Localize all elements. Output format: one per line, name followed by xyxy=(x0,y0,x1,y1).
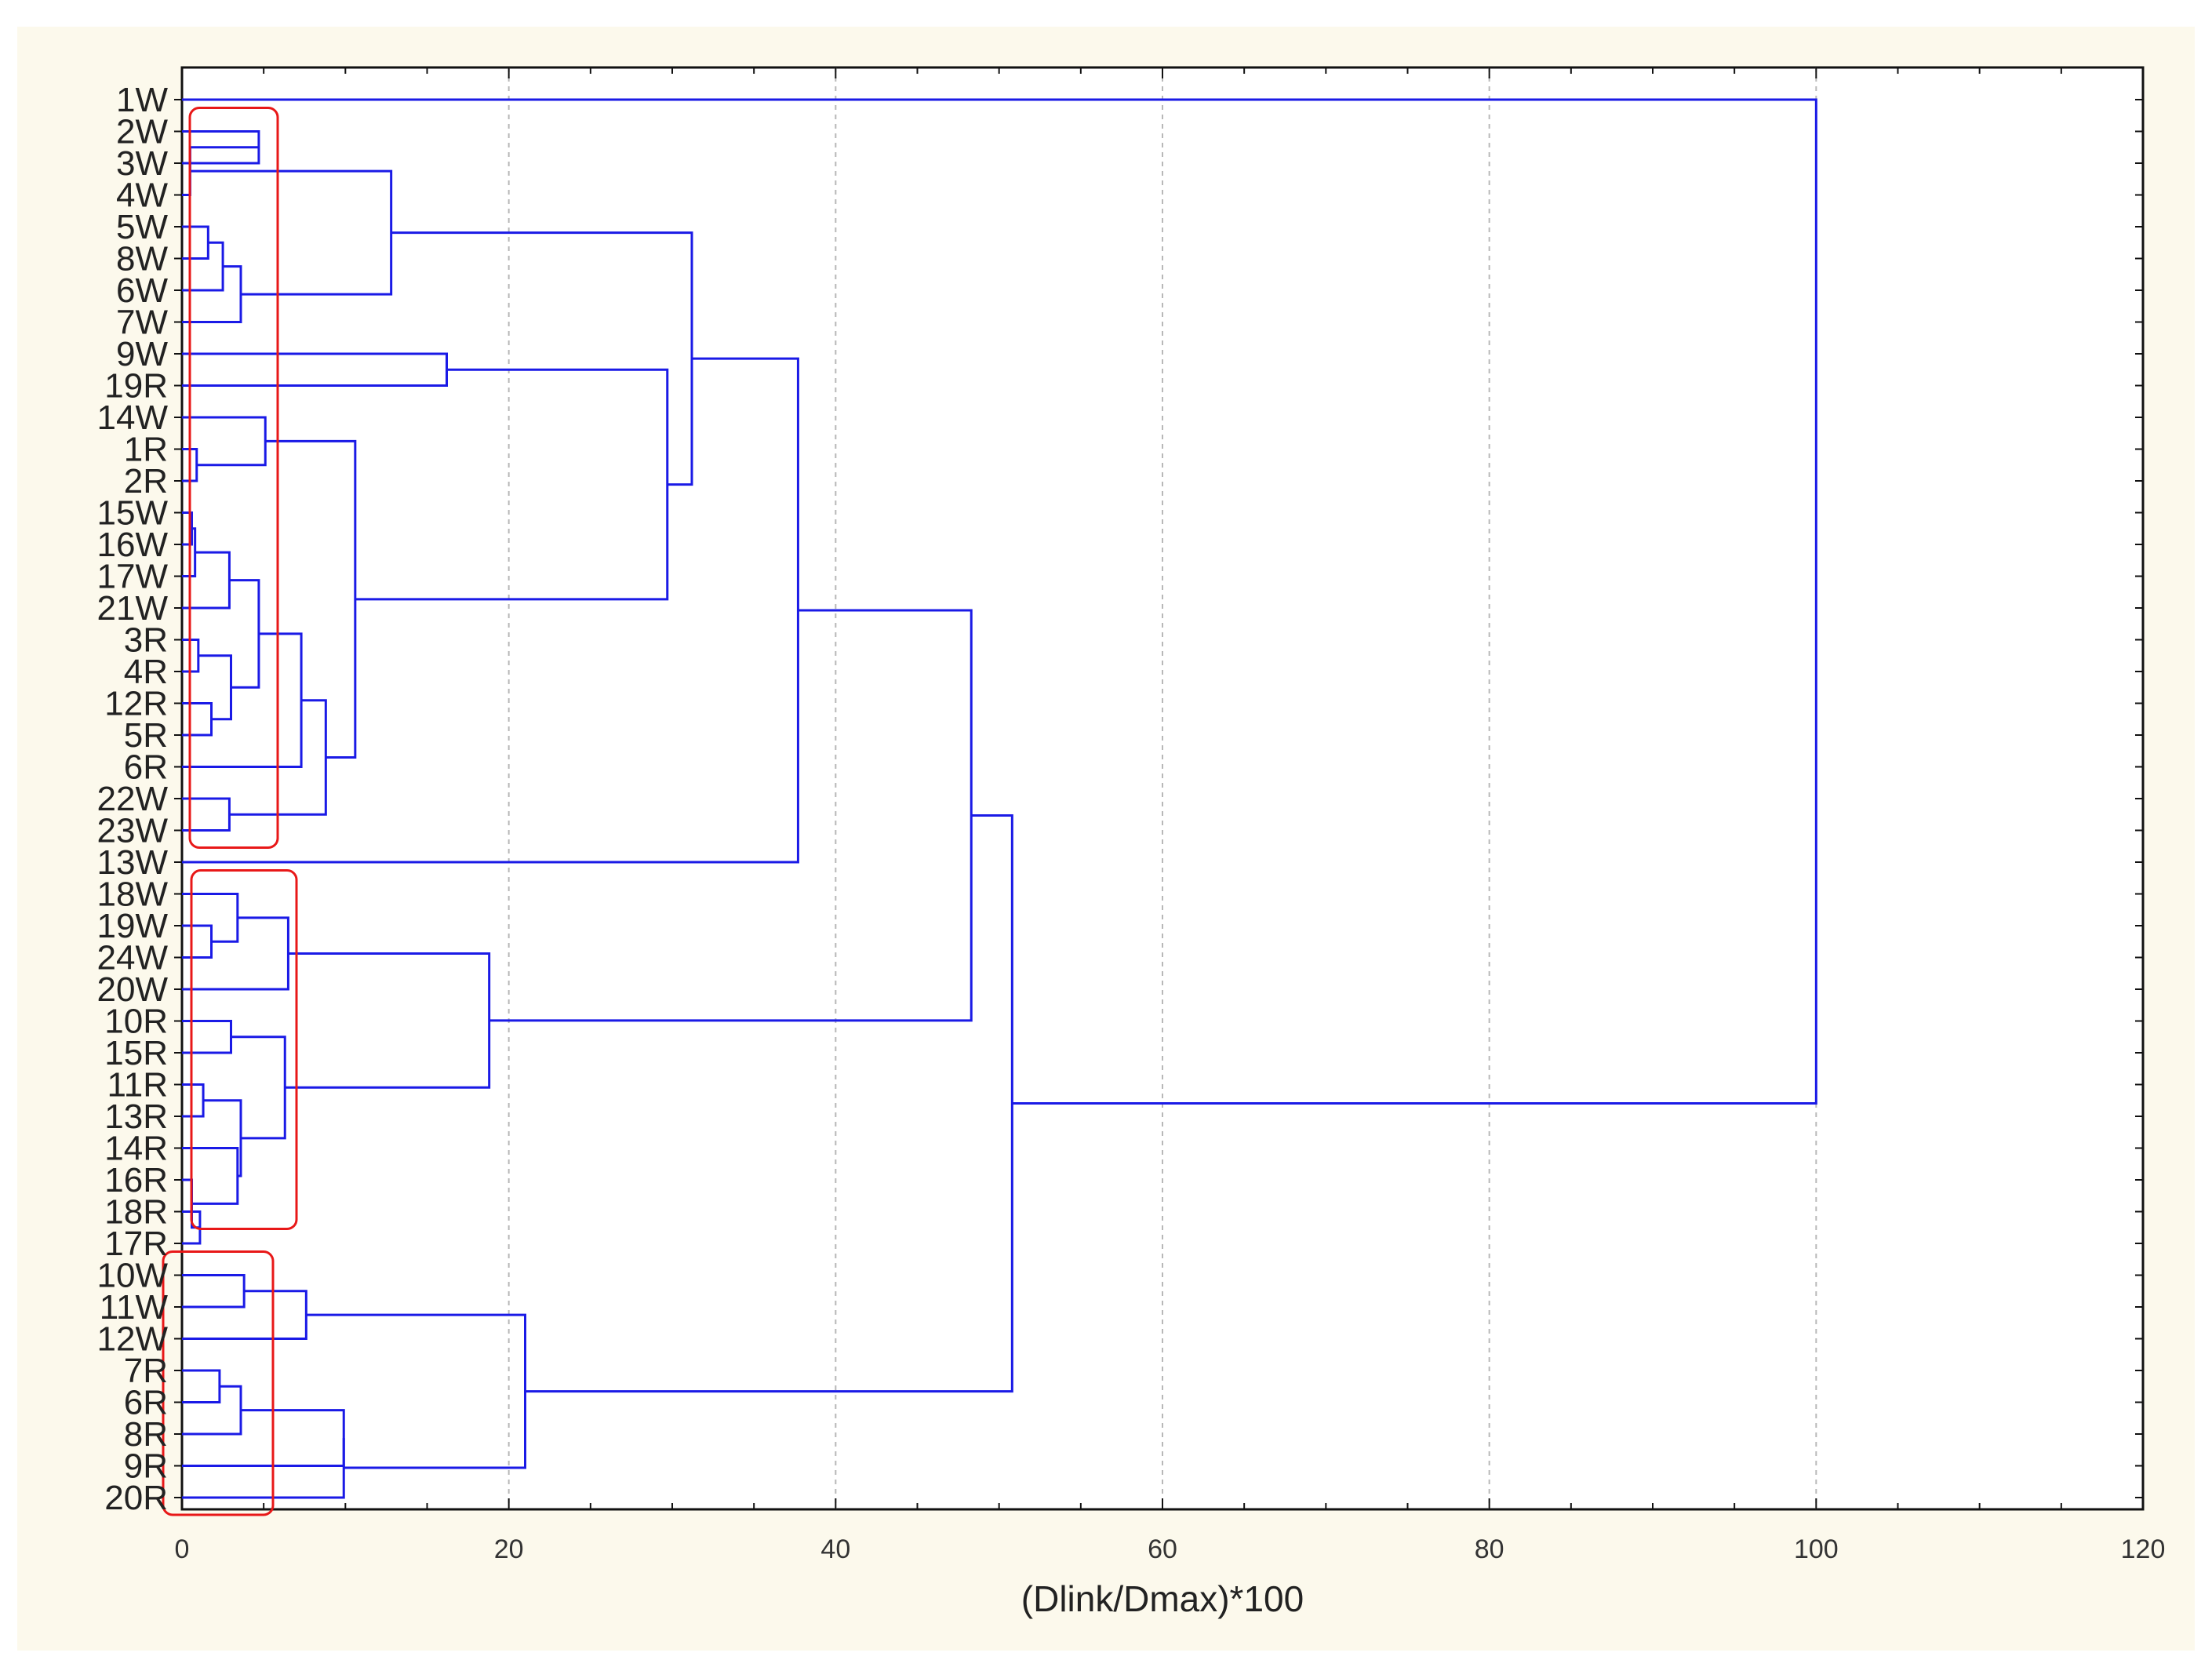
leaf-label: 14R xyxy=(104,1130,168,1168)
dendrogram-link xyxy=(182,225,209,260)
dendrogram-link xyxy=(182,241,224,292)
leaf-label: 18W xyxy=(97,875,169,914)
dendrogram-link xyxy=(182,893,239,943)
leaf-label: 20W xyxy=(97,970,169,1009)
leaf-label: 2R xyxy=(124,462,168,500)
x-axis-title: (Dlink/Dmax)*100 xyxy=(1021,1578,1304,1619)
leaf-label: 19W xyxy=(97,907,169,945)
leaf-labels: 1W2W3W4W5W8W6W7W9W19R14W1R2R15W16W17W21W… xyxy=(97,81,169,1517)
leaf-label: 6W xyxy=(116,271,168,310)
leaf-label: 16W xyxy=(97,526,169,564)
cluster-highlights xyxy=(162,107,298,1516)
dendrogram-link xyxy=(182,1290,307,1340)
dendrogram-link xyxy=(265,439,357,759)
leaf-label: 10W xyxy=(97,1257,169,1295)
leaf-label: 12W xyxy=(97,1320,169,1359)
leaf-label: 21W xyxy=(97,589,169,628)
leaf-label: 8R xyxy=(124,1415,168,1454)
cluster-highlight-box xyxy=(188,107,279,849)
cluster-highlight-box xyxy=(162,1250,275,1516)
dendrogram-link xyxy=(182,130,260,165)
leaf-label: 23W xyxy=(97,812,169,850)
leaf-label: 20R xyxy=(104,1479,168,1517)
x-tick-label: 60 xyxy=(1148,1534,1177,1564)
leaf-label: 12R xyxy=(104,685,168,723)
leaf-label: 19R xyxy=(104,367,168,406)
leaf-label: 18R xyxy=(104,1193,168,1232)
leaf-label: 15R xyxy=(104,1034,168,1072)
dendrogram-link xyxy=(182,632,303,768)
leaf-label: 13W xyxy=(97,843,169,882)
dendrogram-link xyxy=(182,1083,205,1118)
leaf-label: 4R xyxy=(124,653,168,691)
leaf-label: 7W xyxy=(116,304,168,342)
x-tick-label: 120 xyxy=(2121,1534,2166,1564)
leaf-label: 11R xyxy=(107,1066,168,1105)
dendrogram-chart: 1W2W3W4W5W8W6W7W9W19R14W1R2R15W16W17W21W… xyxy=(97,66,2166,1619)
leaf-label: 6R xyxy=(124,748,168,787)
x-tick-label: 100 xyxy=(1794,1534,1839,1564)
x-tick-label: 0 xyxy=(175,1534,190,1564)
dendrogram-link xyxy=(182,1438,345,1499)
leaf-label: 4W xyxy=(116,177,168,215)
x-tick-label: 40 xyxy=(820,1534,850,1564)
dendrogram-link xyxy=(525,814,1013,1393)
x-tick-label: 20 xyxy=(494,1534,524,1564)
leaf-label: 24W xyxy=(97,939,169,977)
leaf-label: 17W xyxy=(97,558,169,596)
leaf-label: 6R xyxy=(124,1384,168,1422)
cluster-highlight-box xyxy=(190,869,298,1230)
leaf-label: 8W xyxy=(116,240,168,278)
leaf-label: 1W xyxy=(116,81,168,119)
figure-frame: 1W 2W 3W 4W 5W 8W 6W 7W 9W 19R 14W 1R 2R 15W 16W 17W 21W… xyxy=(17,27,2195,1651)
leaf-label: 16R xyxy=(104,1161,168,1199)
leaf-label: 14W xyxy=(97,399,169,437)
leaf-label: 11W xyxy=(100,1288,169,1327)
leaf-label: 1R xyxy=(124,431,168,469)
leaf-label: 22W xyxy=(97,780,169,818)
x-tick-labels: 0 20 40 60 80 100 120 xyxy=(175,1534,2166,1564)
x-tick-label: 80 xyxy=(1475,1534,1504,1564)
dendrogram-link xyxy=(182,98,1817,1105)
leaf-label: 15W xyxy=(97,494,169,533)
leaf-label: 2W xyxy=(116,113,168,151)
leaf-label: 17R xyxy=(104,1225,168,1263)
leaf-label: 5R xyxy=(124,716,168,755)
leaf-label: 10R xyxy=(104,1003,168,1041)
leaf-label: 5W xyxy=(116,208,168,246)
leaf-label: 3R xyxy=(124,621,168,660)
leaf-label: 9R xyxy=(124,1447,168,1486)
axis-ticks xyxy=(174,67,2144,1509)
leaf-label: 13R xyxy=(104,1097,168,1136)
leaf-label: 3W xyxy=(116,144,168,183)
dendrogram-link xyxy=(182,1147,239,1205)
leaf-label: 7R xyxy=(124,1352,168,1390)
leaf-label: 9W xyxy=(116,335,168,373)
